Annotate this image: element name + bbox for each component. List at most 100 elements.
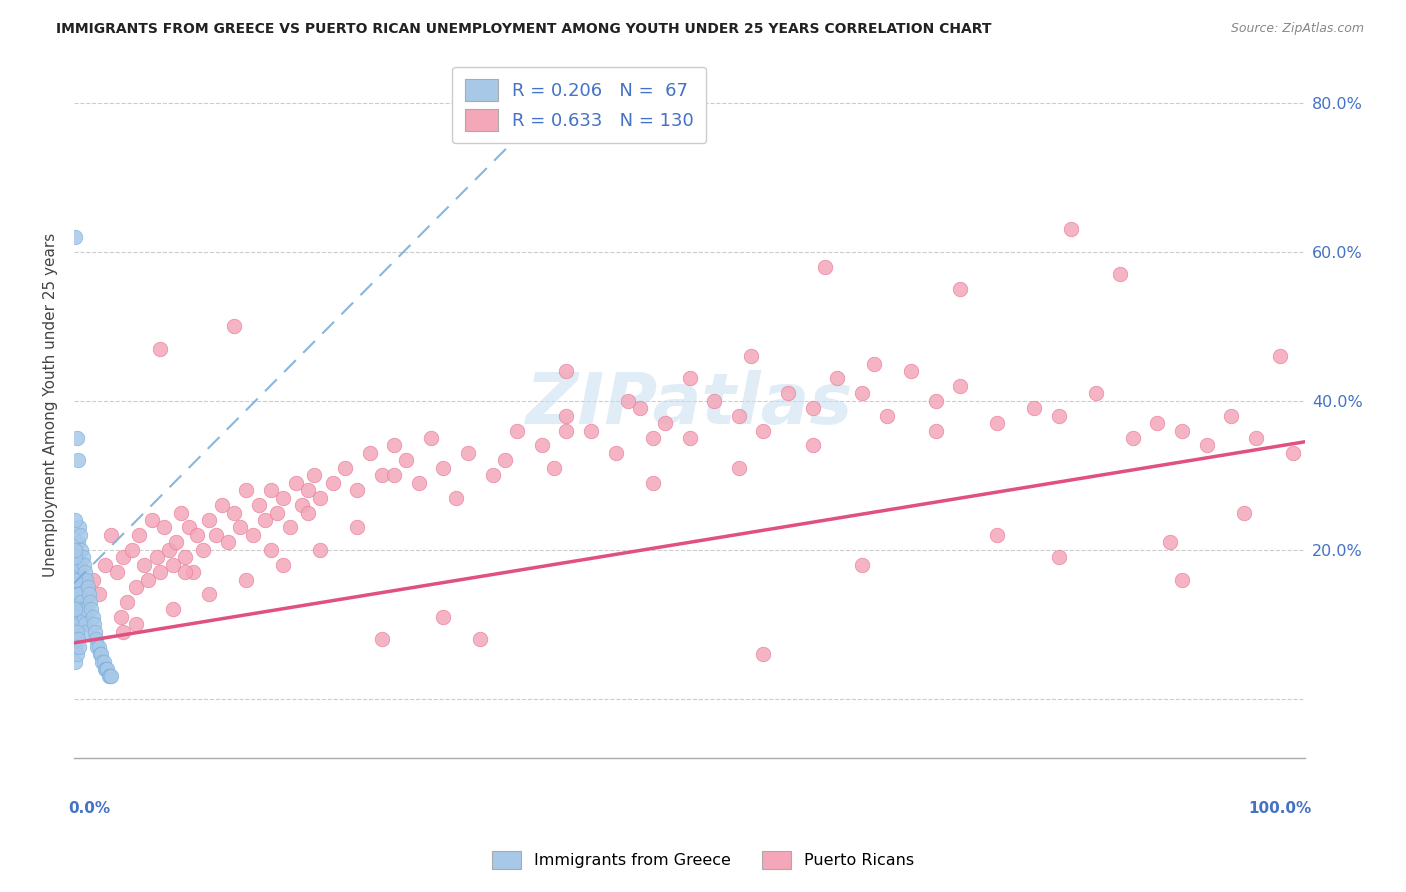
Point [654,416,676,430]
Point [727,409,749,423]
Point [494,453,516,467]
Point [75,595,97,609]
Point [173,550,195,565]
Point [297,506,319,520]
Point [149,342,172,356]
Point [752,647,775,661]
Point [84,624,107,639]
Point [851,386,873,401]
Point [1047,550,1070,565]
Point [66,595,89,609]
Point [273,558,295,572]
Point [605,446,627,460]
Point [543,460,565,475]
Point [87,640,110,654]
Point [481,468,503,483]
Point [94,558,117,572]
Point [65,580,87,594]
Point [65,624,87,639]
Point [1084,386,1107,401]
Point [79,595,101,609]
Point [198,587,221,601]
Point [1047,409,1070,423]
Point [470,632,492,647]
Point [63,602,86,616]
Point [1146,416,1168,430]
Point [66,573,89,587]
Point [93,655,115,669]
Point [80,602,103,616]
Point [986,416,1008,430]
Point [75,602,97,616]
Point [162,602,184,616]
Point [617,393,640,408]
Point [86,640,108,654]
Point [89,647,111,661]
Point [165,535,187,549]
Point [105,565,128,579]
Point [141,513,163,527]
Point [322,475,344,490]
Point [69,528,91,542]
Point [63,550,86,565]
Legend: R = 0.206   N =  67, R = 0.633   N = 130: R = 0.206 N = 67, R = 0.633 N = 130 [453,67,706,144]
Point [65,655,87,669]
Point [73,609,96,624]
Point [555,409,578,423]
Point [75,565,97,579]
Text: Source: ZipAtlas.com: Source: ZipAtlas.com [1230,22,1364,36]
Point [678,431,700,445]
Point [69,573,91,587]
Point [752,424,775,438]
Point [124,617,146,632]
Point [457,446,479,460]
Point [75,617,97,632]
Point [900,364,922,378]
Point [432,460,454,475]
Point [1220,409,1243,423]
Point [827,371,849,385]
Point [1171,424,1194,438]
Point [65,587,87,601]
Point [83,617,105,632]
Point [157,542,180,557]
Point [100,669,122,683]
Point [211,498,233,512]
Point [678,371,700,385]
Point [260,483,283,498]
Point [309,491,332,505]
Legend: Immigrants from Greece, Puerto Ricans: Immigrants from Greece, Puerto Ricans [485,845,921,875]
Point [76,580,98,594]
Point [110,609,132,624]
Point [432,609,454,624]
Point [229,520,252,534]
Point [801,401,824,416]
Point [1060,222,1083,236]
Point [70,595,93,609]
Point [382,438,405,452]
Point [198,513,221,527]
Point [66,609,89,624]
Point [1171,573,1194,587]
Point [90,647,112,661]
Point [77,587,100,601]
Point [217,535,239,549]
Point [65,595,87,609]
Point [65,513,87,527]
Text: ZIPatlas: ZIPatlas [526,370,853,439]
Point [67,558,90,572]
Point [1281,446,1303,460]
Text: 0.0%: 0.0% [67,801,110,816]
Point [253,513,276,527]
Point [65,617,87,632]
Point [65,542,87,557]
Point [1244,431,1267,445]
Point [75,573,97,587]
Point [67,520,90,534]
Point [73,558,96,572]
Point [1270,349,1292,363]
Point [63,573,86,587]
Point [291,498,314,512]
Point [371,468,394,483]
Point [67,640,90,654]
